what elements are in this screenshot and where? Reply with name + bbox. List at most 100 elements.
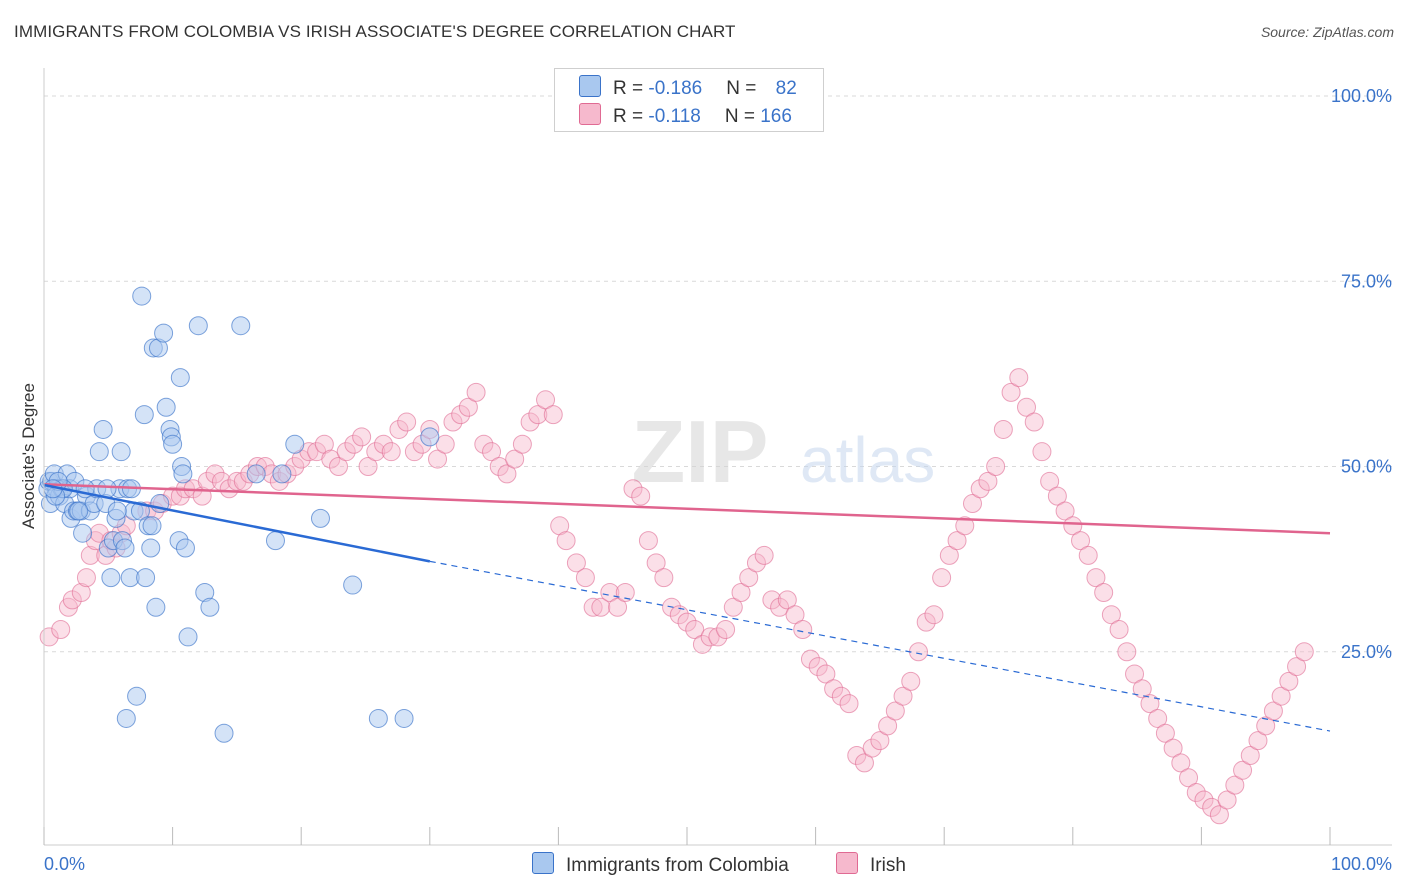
data-point-irish bbox=[352, 427, 372, 447]
data-point-colombia bbox=[265, 531, 285, 551]
data-point-irish bbox=[1117, 642, 1137, 662]
data-point-colombia bbox=[246, 464, 266, 484]
data-point-irish bbox=[1063, 516, 1083, 536]
data-point-irish bbox=[824, 679, 844, 699]
data-point-irish bbox=[669, 605, 689, 625]
data-point-colombia bbox=[310, 508, 330, 528]
data-point-irish bbox=[600, 582, 620, 602]
data-point-irish bbox=[862, 738, 882, 758]
data-point-irish bbox=[528, 405, 548, 425]
legend-n-value: 82 bbox=[775, 78, 797, 99]
data-point-irish bbox=[947, 531, 967, 551]
axes: 25.0% 50.0% 75.0% 100.0% 0.0% 100.0% bbox=[43, 68, 1392, 874]
data-point-colombia bbox=[115, 538, 135, 558]
data-point-irish bbox=[901, 671, 921, 691]
legend-n-value: 166 bbox=[760, 106, 792, 127]
data-point-irish bbox=[654, 568, 674, 588]
data-point-irish bbox=[692, 634, 712, 654]
data-point-irish bbox=[793, 620, 813, 640]
data-point-irish bbox=[474, 434, 494, 454]
data-point-irish bbox=[1217, 790, 1237, 810]
data-point-irish bbox=[878, 716, 898, 736]
data-point-irish bbox=[800, 649, 820, 669]
data-point-colombia bbox=[163, 434, 183, 454]
y-tick-label: 100.0% bbox=[1331, 86, 1392, 106]
data-point-colombia bbox=[73, 523, 93, 543]
data-point-irish bbox=[489, 457, 509, 476]
y-tick-label: 25.0% bbox=[1341, 642, 1392, 662]
data-point-irish bbox=[497, 464, 517, 484]
data-point-irish bbox=[955, 516, 975, 536]
data-point-irish bbox=[1279, 671, 1299, 691]
data-point-irish bbox=[986, 457, 1006, 476]
data-point-irish bbox=[716, 620, 736, 640]
data-point-irish bbox=[1233, 760, 1253, 780]
data-point-irish bbox=[1132, 679, 1152, 699]
data-point-irish bbox=[916, 612, 936, 632]
data-point-colombia bbox=[101, 568, 121, 588]
legend-swatch-pink bbox=[579, 103, 601, 125]
bottom-legend-swatch-pink bbox=[836, 852, 858, 874]
data-point-irish bbox=[1024, 412, 1044, 432]
data-point-irish bbox=[358, 457, 378, 476]
bottom-legend-colombia: Immigrants from Colombia bbox=[532, 852, 789, 877]
bottom-legend-swatch-blue bbox=[532, 852, 554, 874]
data-point-irish bbox=[700, 627, 720, 647]
chart-title: IMMIGRANTS FROM COLOMBIA VS IRISH ASSOCI… bbox=[14, 22, 736, 41]
data-point-colombia bbox=[231, 316, 251, 336]
data-point-irish bbox=[870, 731, 890, 751]
data-point-colombia bbox=[368, 708, 388, 728]
data-point-irish bbox=[328, 457, 348, 476]
data-point-irish bbox=[885, 701, 905, 721]
data-point-colombia bbox=[420, 427, 440, 447]
trend-line-colombia-extrapolated bbox=[429, 560, 1331, 732]
data-point-irish bbox=[993, 419, 1013, 439]
data-point-irish bbox=[389, 419, 409, 439]
data-point-irish bbox=[908, 642, 928, 662]
data-point-irish bbox=[777, 590, 797, 610]
data-point-colombia bbox=[170, 368, 190, 388]
y-tick-label: 75.0% bbox=[1341, 271, 1392, 291]
data-point-irish bbox=[466, 382, 486, 402]
data-point-irish bbox=[1017, 397, 1037, 417]
data-point-colombia bbox=[343, 575, 363, 595]
data-point-irish bbox=[39, 627, 59, 647]
data-point-irish bbox=[1109, 620, 1129, 640]
data-point-irish bbox=[839, 694, 859, 714]
data-point-irish bbox=[770, 597, 790, 617]
data-point-colombia bbox=[173, 464, 193, 484]
data-point-irish bbox=[1009, 368, 1029, 388]
data-point-colombia bbox=[132, 286, 152, 306]
data-point-irish bbox=[1256, 716, 1276, 736]
data-point-colombia bbox=[134, 405, 154, 425]
data-point-irish bbox=[816, 664, 836, 684]
data-point-irish bbox=[443, 412, 463, 432]
source-credit: Source: ZipAtlas.com bbox=[1260, 24, 1394, 40]
data-point-colombia bbox=[285, 434, 305, 454]
data-point-irish bbox=[638, 531, 658, 551]
data-point-irish bbox=[708, 627, 728, 647]
data-point-colombia bbox=[127, 686, 147, 706]
data-point-colombia bbox=[188, 316, 208, 336]
data-point-irish bbox=[785, 605, 805, 625]
data-point-colombia bbox=[175, 538, 195, 558]
data-point-colombia bbox=[136, 568, 156, 588]
data-point-irish bbox=[336, 442, 356, 462]
data-point-irish bbox=[1209, 805, 1229, 825]
trend-lines bbox=[43, 483, 1331, 732]
data-point-irish bbox=[374, 434, 394, 454]
legend-r-label: R = bbox=[613, 106, 649, 127]
data-point-irish bbox=[1163, 738, 1183, 758]
data-point-irish bbox=[1078, 545, 1098, 565]
data-point-irish bbox=[543, 405, 563, 425]
data-point-irish bbox=[381, 442, 401, 462]
data-point-irish bbox=[754, 545, 774, 565]
data-point-irish bbox=[1140, 694, 1160, 714]
data-point-colombia bbox=[200, 597, 220, 617]
data-point-irish bbox=[939, 545, 959, 565]
data-point-irish bbox=[1071, 531, 1091, 551]
data-point-irish bbox=[80, 545, 100, 565]
data-point-irish bbox=[428, 449, 448, 469]
data-point-irish bbox=[505, 449, 525, 469]
